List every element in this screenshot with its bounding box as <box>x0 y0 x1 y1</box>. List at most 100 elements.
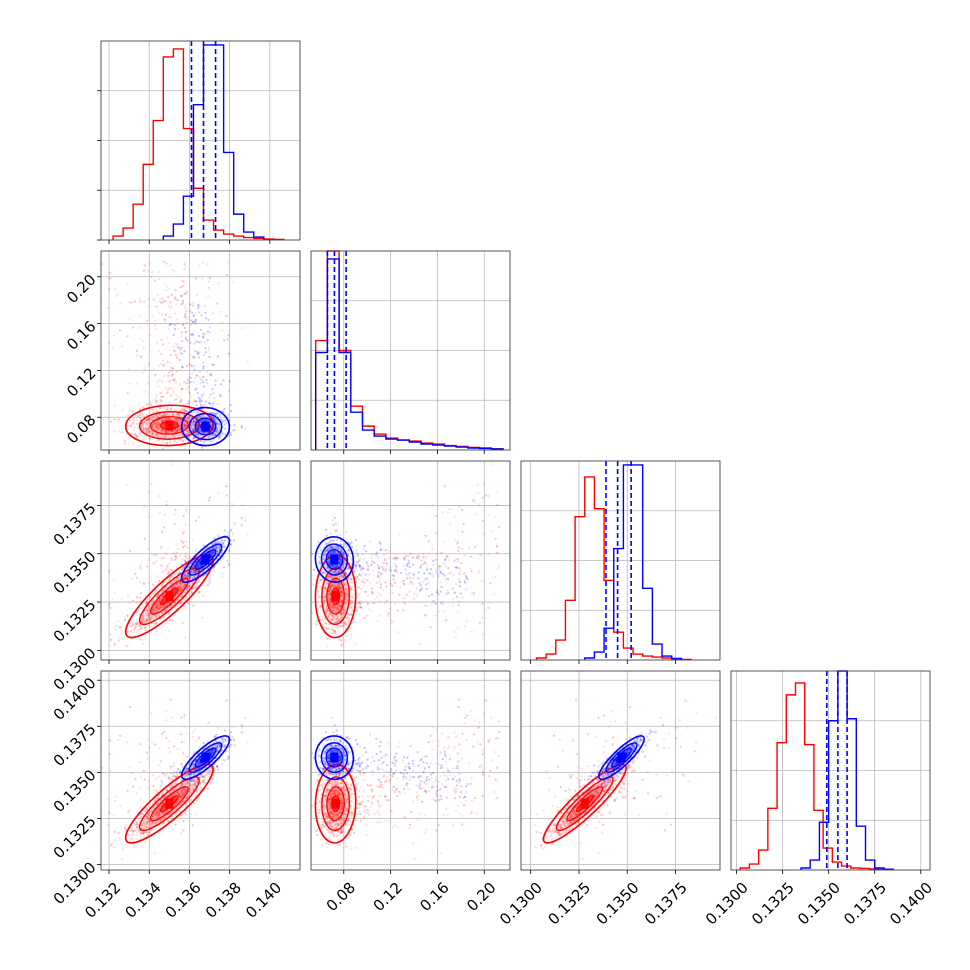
scatter-point <box>191 311 194 314</box>
scatter-point <box>154 373 157 376</box>
scatter-point <box>172 389 175 392</box>
scatter-point <box>175 394 178 397</box>
scatter-point <box>227 261 230 264</box>
scatter-point <box>198 352 201 355</box>
scatter-point <box>186 339 189 342</box>
scatter-point <box>186 364 189 368</box>
scatter-point <box>169 440 172 443</box>
scatter-point <box>184 337 188 341</box>
scatter-point <box>164 430 167 433</box>
scatter-point <box>226 559 229 562</box>
panel-2-2 <box>310 250 511 454</box>
scatter-point <box>175 356 179 359</box>
scatter-point <box>154 433 157 436</box>
scatter-point <box>217 535 220 538</box>
scatter-point <box>155 415 158 418</box>
scatter-point <box>181 408 185 411</box>
scatter-point <box>190 333 193 336</box>
scatter-point <box>156 575 159 578</box>
scatter-point <box>202 361 205 364</box>
scatter-point <box>111 598 114 601</box>
scatter-point <box>121 431 124 434</box>
scatter-point <box>162 407 165 410</box>
scatter-point <box>174 428 177 432</box>
scatter-point <box>161 300 164 303</box>
scatter-point <box>131 422 134 425</box>
scatter-point <box>215 413 218 416</box>
scatter-point <box>211 411 214 414</box>
scatter-point <box>214 430 218 433</box>
scatter-point <box>183 426 186 429</box>
scatter-point <box>165 500 168 503</box>
scatter-point <box>152 431 155 434</box>
scatter-point <box>161 448 164 450</box>
scatter-point <box>166 418 169 421</box>
scatter-point <box>202 375 205 378</box>
scatter-point <box>183 326 187 329</box>
scatter-point <box>215 412 218 415</box>
scatter-point <box>204 418 207 422</box>
scatter-point <box>175 543 178 546</box>
scatter-point <box>147 382 151 385</box>
scatter-point <box>198 399 202 402</box>
scatter-point <box>139 432 143 435</box>
scatter-point <box>187 390 190 394</box>
scatter-point <box>155 415 158 418</box>
scatter-point <box>215 426 219 429</box>
blue-histogram <box>162 44 265 240</box>
scatter-point <box>192 314 195 318</box>
scatter-point <box>175 370 178 373</box>
scatter-point <box>189 363 192 367</box>
scatter-point <box>223 407 226 411</box>
scatter-point <box>198 430 202 433</box>
scatter-point <box>157 413 161 416</box>
scatter-point <box>139 591 143 595</box>
scatter-point <box>196 416 199 419</box>
scatter-point <box>192 604 195 607</box>
scatter-point <box>147 427 151 430</box>
scatter-point <box>155 424 159 427</box>
scatter-point <box>180 346 183 350</box>
scatter-point <box>141 406 144 409</box>
scatter-point <box>147 418 150 421</box>
scatter-point <box>190 408 193 411</box>
scatter-point <box>185 431 189 435</box>
scatter-point <box>212 391 216 394</box>
scatter-point <box>203 409 206 412</box>
scatter-point <box>166 565 169 568</box>
scatter-point <box>173 296 176 299</box>
scatter-point <box>223 407 226 411</box>
scatter-point <box>163 418 166 422</box>
scatter-point <box>192 381 195 384</box>
scatter-point <box>186 290 189 293</box>
scatter-point <box>216 428 219 431</box>
scatter-point <box>187 430 190 433</box>
scatter-point <box>191 429 194 433</box>
scatter-point <box>167 288 171 291</box>
scatter-point <box>168 400 171 403</box>
scatter-point <box>354 642 357 645</box>
scatter-point <box>183 409 186 412</box>
scatter-point <box>244 519 247 522</box>
scatter-point <box>168 264 172 267</box>
scatter-point <box>142 427 145 430</box>
scatter-point <box>150 430 153 433</box>
scatter-point <box>164 431 167 434</box>
scatter-point <box>165 408 169 411</box>
scatter-point <box>134 300 137 303</box>
scatter-point <box>138 432 141 436</box>
scatter-point <box>200 382 203 385</box>
scatter-point <box>166 441 169 444</box>
scatter-point <box>221 432 224 435</box>
scatter-point <box>167 409 170 412</box>
scatter-point <box>158 407 162 410</box>
scatter-point <box>188 392 192 395</box>
scatter-point <box>143 300 146 303</box>
scatter-point <box>164 362 167 365</box>
scatter-point <box>202 418 205 422</box>
scatter-point <box>138 414 142 417</box>
scatter-point <box>198 370 201 373</box>
scatter-point <box>160 395 163 398</box>
scatter-point <box>187 404 190 407</box>
scatter-point <box>146 547 150 550</box>
